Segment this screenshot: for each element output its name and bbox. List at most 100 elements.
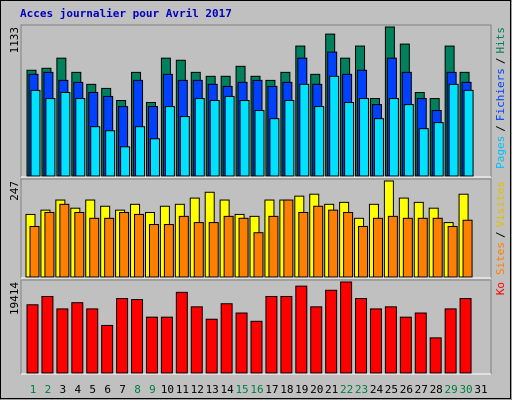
bar (373, 118, 384, 177)
x-tick-label: 10 (161, 383, 174, 396)
x-tick-label: 27 (415, 383, 428, 396)
bar (372, 217, 383, 278)
x-tick-label: 30 (459, 383, 472, 396)
bar (105, 130, 116, 177)
bar (344, 101, 355, 177)
bar (41, 295, 54, 374)
bar (463, 89, 474, 177)
legend-entry: Sites (494, 242, 507, 275)
bar (134, 213, 145, 278)
y-tick-label: 1133 (8, 27, 21, 54)
bar (149, 138, 160, 177)
bar (160, 316, 173, 374)
bar (59, 203, 70, 278)
bar (163, 224, 174, 278)
bar (418, 128, 429, 177)
legend-entry: Fichiers (494, 68, 507, 121)
x-tick-label: 15 (235, 383, 248, 396)
bar (310, 306, 323, 374)
bar (314, 106, 325, 177)
x-tick-label: 22 (340, 383, 353, 396)
bar (86, 308, 99, 374)
bar (462, 219, 473, 278)
x-tick-label: 4 (74, 383, 81, 396)
legend-separator: / (494, 125, 507, 132)
bar (223, 215, 234, 278)
bar (120, 146, 131, 177)
bar (298, 211, 309, 278)
bar (190, 306, 203, 374)
bar (26, 304, 39, 374)
bar (402, 217, 413, 278)
bar (343, 211, 354, 278)
bar (369, 308, 382, 374)
legend-entry: Pages (494, 136, 507, 169)
legend: Sites / Visites (494, 181, 507, 275)
bar (329, 75, 340, 177)
bar (388, 98, 399, 177)
bar (265, 295, 278, 374)
x-tick-label: 1 (30, 383, 37, 396)
bar (325, 289, 338, 374)
bar (235, 312, 248, 374)
legend-entry: Visites (494, 181, 507, 227)
x-tick-label: 29 (445, 383, 458, 396)
x-tick-label: 9 (149, 383, 156, 396)
x-tick-label: 12 (191, 383, 204, 396)
bar (220, 303, 233, 374)
bar (101, 324, 114, 374)
x-tick-label: 2 (45, 383, 52, 396)
x-tick-label: 16 (250, 383, 263, 396)
bar (135, 126, 146, 177)
x-tick-label: 20 (310, 383, 323, 396)
bar (268, 215, 279, 278)
x-tick-label: 24 (370, 383, 384, 396)
x-tick-label: 19 (295, 383, 308, 396)
x-tick-label: 11 (176, 383, 189, 396)
bar (30, 89, 41, 177)
bar (387, 215, 398, 278)
x-tick-label: 28 (430, 383, 443, 396)
chart-title: Acces journalier pour Avril 2017 (20, 7, 232, 20)
bar (429, 337, 442, 374)
bar (417, 217, 428, 278)
bar (459, 298, 472, 374)
bar (283, 199, 294, 278)
x-tick-label: 23 (355, 383, 368, 396)
bar (178, 215, 189, 278)
y-tick-label: 19414 (8, 282, 21, 315)
bar (89, 217, 100, 278)
bar (104, 217, 115, 278)
legend-separator: / (494, 231, 507, 238)
bar (250, 320, 263, 374)
x-tick-label: 13 (206, 383, 219, 396)
bar (148, 224, 159, 278)
x-tick-label: 17 (265, 383, 278, 396)
x-tick-label: 7 (119, 383, 126, 396)
x-tick-label: 26 (400, 383, 413, 396)
bar (280, 295, 293, 374)
bar (131, 299, 144, 374)
bar (90, 126, 101, 177)
x-tick-label: 8 (134, 383, 141, 396)
bar (75, 98, 86, 177)
bar (29, 225, 40, 278)
bar (209, 100, 220, 177)
bar (179, 116, 190, 177)
bar (414, 312, 427, 374)
bar (313, 205, 324, 278)
bar (164, 106, 175, 177)
legend: Pages / Fichiers / Hits (494, 27, 507, 169)
bar (44, 211, 55, 278)
bar (269, 118, 280, 177)
bar (119, 211, 130, 278)
bar (432, 217, 443, 278)
bar (253, 232, 264, 278)
legend-entry: Hits (494, 27, 507, 54)
bar (340, 281, 353, 374)
bar (444, 308, 457, 374)
x-tick-label: 14 (221, 383, 235, 396)
bar (359, 98, 370, 177)
